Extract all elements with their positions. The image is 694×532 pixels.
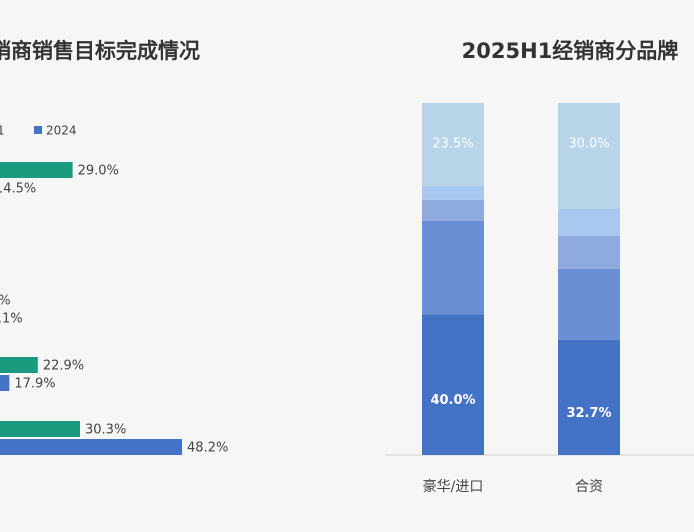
chart-title: 销商销售目标完成情况	[0, 39, 200, 63]
bar-segment	[422, 314, 484, 455]
bar-segment	[422, 185, 484, 200]
bar-segment	[558, 339, 620, 455]
bar-segment	[558, 103, 620, 209]
value-label: 30.3%	[85, 423, 126, 438]
value-label: 14.5%	[0, 182, 36, 197]
legend-label: H1	[0, 124, 5, 138]
bar	[0, 439, 183, 455]
bar	[0, 162, 73, 178]
bar-segment	[558, 235, 620, 269]
value-label: 40.0%	[430, 393, 475, 408]
value-label: 17.9%	[14, 377, 55, 392]
bar-segment	[558, 268, 620, 340]
value-label: 22.9%	[43, 359, 84, 374]
bar	[0, 421, 81, 437]
value-label: 32.7%	[566, 406, 611, 421]
value-label: 29.0%	[78, 164, 119, 179]
bar-segment	[422, 103, 484, 186]
legend-swatch	[34, 126, 42, 134]
bar-segment	[422, 220, 484, 315]
legend-label: 2024	[46, 124, 77, 138]
x-tick-label: 合资	[575, 479, 603, 495]
value-label: 48.2%	[187, 441, 228, 456]
bar-segment	[558, 208, 620, 236]
chart-title: 2025H1经销商分品牌	[462, 39, 679, 63]
value-label: 30.0%	[568, 137, 609, 152]
bar-segment	[422, 199, 484, 221]
x-tick-label: 豪华/进口	[423, 479, 484, 495]
value-label: 23.5%	[432, 137, 473, 152]
value-label: 10.0%	[0, 294, 11, 309]
bar	[0, 357, 38, 373]
bar	[0, 375, 10, 391]
value-label: 12.1%	[0, 312, 23, 327]
